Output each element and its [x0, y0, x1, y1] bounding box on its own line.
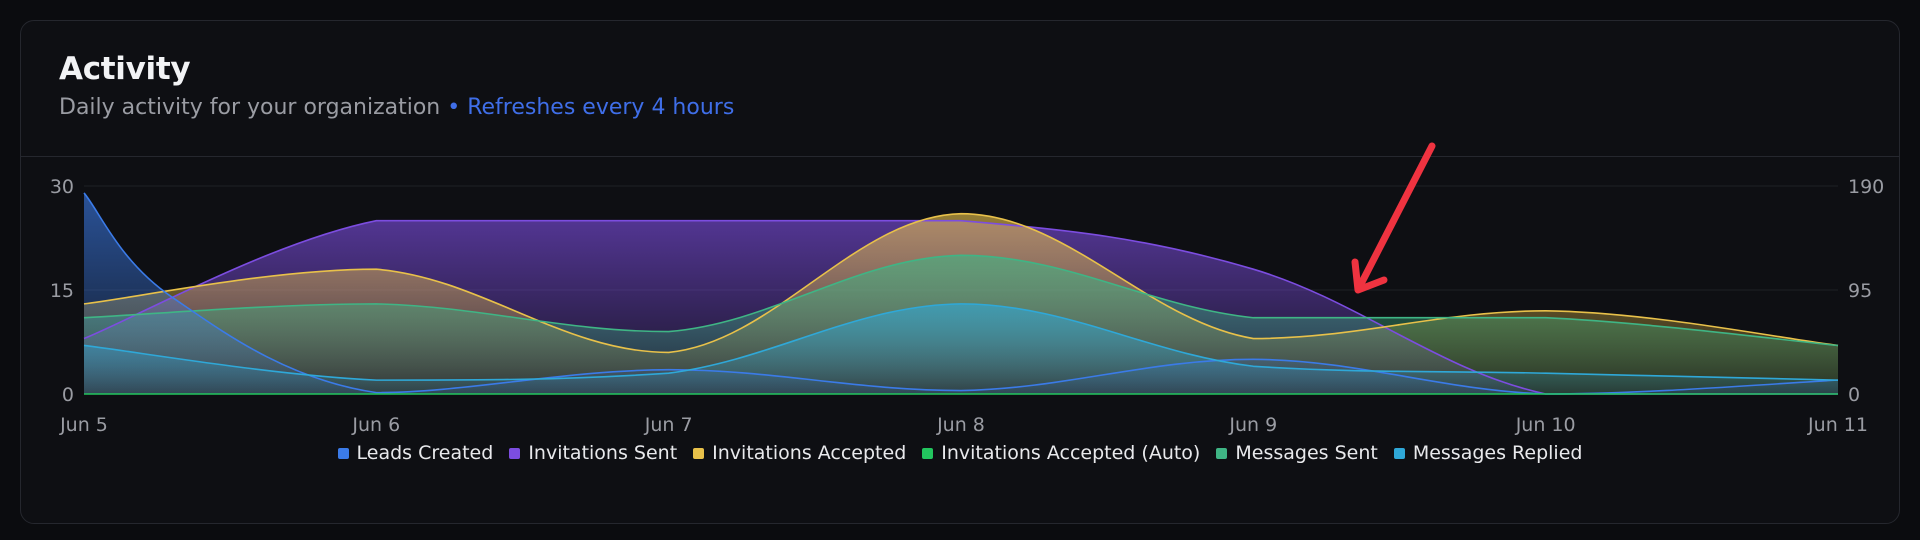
legend-item-invitations-accepted[interactable]: Invitations Accepted	[693, 442, 906, 464]
x-tick-label: Jun 7	[644, 414, 693, 436]
x-tick-label: Jun 10	[1515, 414, 1576, 436]
legend-item-invitations-accepted-auto[interactable]: Invitations Accepted (Auto)	[922, 442, 1200, 464]
annotation-arrow	[1357, 142, 1436, 288]
messages-sent-line	[83, 254, 1839, 347]
x-tick-label: Jun 6	[351, 414, 400, 436]
refresh-note: • Refreshes every 4 hours	[447, 95, 735, 120]
area-layer	[84, 192, 1838, 394]
legend-label: Invitations Accepted (Auto)	[941, 442, 1201, 464]
invitations-accepted-line	[83, 212, 1839, 354]
legend-item-messages-replied[interactable]: Messages Replied	[1393, 442, 1583, 464]
legend-item-invitations-sent[interactable]: Invitations Sent	[509, 442, 677, 464]
legend-label: Messages Sent	[1235, 442, 1378, 464]
y-right-tick-label: 95	[1848, 280, 1872, 302]
legend-swatch	[337, 447, 349, 459]
legend-swatch	[922, 447, 934, 459]
x-tick-label: Jun 8	[936, 414, 985, 436]
x-tick-label: Jun 9	[1228, 414, 1277, 436]
legend-swatch	[693, 447, 705, 459]
x-tick-label: Jun 5	[59, 414, 108, 436]
leads-created-line	[83, 192, 1839, 395]
legend-swatch	[509, 447, 521, 459]
legend-label: Invitations Accepted	[712, 442, 907, 464]
card-subtitle: Daily activity for your organization • R…	[59, 95, 734, 120]
y-left-tick-label: 30	[50, 176, 74, 198]
card-title: Activity	[59, 51, 191, 87]
legend-label: Invitations Sent	[528, 442, 678, 464]
legend-swatch	[1393, 447, 1405, 459]
messages-replied-line	[83, 303, 1839, 381]
y-left-tick-label: 0	[62, 384, 74, 406]
line-layer	[83, 192, 1839, 395]
legend-label: Leads Created	[356, 442, 494, 464]
annotation-layer	[1351, 142, 1436, 294]
subtitle-text: Daily activity for your organization	[59, 95, 441, 120]
card-header: Activity Daily activity for your organiz…	[21, 21, 1899, 157]
axis-labels: 0 0 15 95 30 190 Jun 5 Jun 6 Jun 7 Jun 8 Jun 9 Jun …	[50, 176, 1884, 436]
y-right-tick-label: 0	[1848, 384, 1860, 406]
y-right-tick-label: 190	[1848, 176, 1884, 198]
y-left-tick-label: 15	[50, 280, 74, 302]
legend-label: Messages Replied	[1412, 442, 1583, 464]
legend-item-leads-created[interactable]: Leads Created	[337, 442, 494, 464]
legend-item-messages-sent[interactable]: Messages Sent	[1216, 442, 1378, 464]
legend-swatch	[1216, 447, 1228, 459]
annotation-arrowhead	[1351, 258, 1388, 294]
chart-legend: Leads Created Invitations Sent Invitations…	[0, 442, 1920, 464]
x-tick-label: Jun 11	[1807, 414, 1868, 436]
